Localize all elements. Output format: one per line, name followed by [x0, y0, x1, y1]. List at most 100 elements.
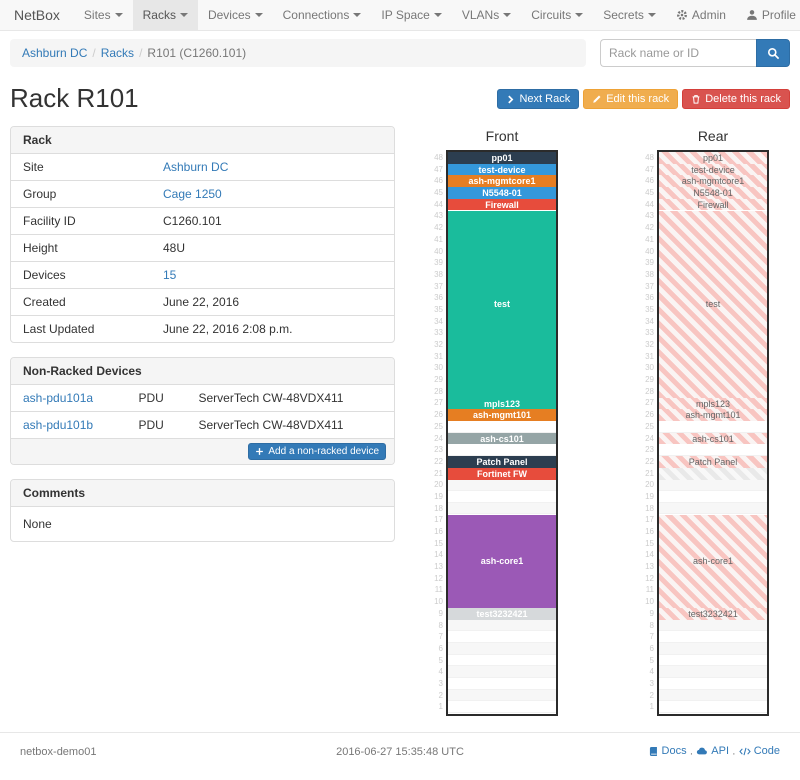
- unit-number: 30: [645, 363, 654, 373]
- footer-link-code[interactable]: Code: [738, 745, 780, 757]
- toolbar: Ashburn DC / Racks / R101 (C1260.101): [0, 31, 800, 67]
- trash-icon: [691, 94, 701, 104]
- rack-device-test3232421[interactable]: test3232421: [659, 608, 767, 620]
- breadcrumb-link[interactable]: Ashburn DC: [22, 46, 88, 60]
- rack-device-ash-cs101[interactable]: ash-cs101: [659, 432, 767, 445]
- device-label: Patch Panel: [688, 457, 738, 468]
- unit-number: 25: [434, 421, 443, 431]
- title-row: Next Rack Edit this rack Delete this rac…: [0, 83, 800, 114]
- rack-device-ash-core1[interactable]: ash-core1: [659, 514, 767, 609]
- rack-device-test3232421[interactable]: test3232421: [448, 608, 556, 620]
- unit-number: 39: [434, 258, 443, 268]
- nav-item-circuits[interactable]: Circuits: [521, 0, 593, 30]
- unit-number: 35: [645, 304, 654, 314]
- nav-item-racks[interactable]: Racks: [132, 0, 198, 30]
- unit-number: 24: [434, 433, 443, 443]
- nav-item-label: Admin: [691, 8, 726, 22]
- attr-value-link[interactable]: 15: [163, 268, 177, 282]
- device-label: ash-mgmt101: [685, 410, 741, 421]
- rack-device-test[interactable]: test: [448, 210, 556, 398]
- rack-device-fortinet-fw[interactable]: [659, 467, 767, 480]
- attr-value: June 22, 2016: [151, 288, 394, 316]
- rack-device-ash-mgmt101[interactable]: ash-mgmt101: [448, 409, 556, 422]
- footer-link-api[interactable]: API: [696, 745, 729, 757]
- search-input[interactable]: [600, 39, 756, 67]
- rack-device-ash-core1[interactable]: ash-core1: [448, 514, 556, 609]
- unit-number: 11: [645, 585, 654, 595]
- device-type-cell: ServerTech CW-48VDX411: [198, 391, 344, 405]
- rack-device-pp01[interactable]: pp01: [659, 152, 767, 164]
- unit-number: 15: [645, 538, 654, 548]
- nav-item-secrets[interactable]: Secrets: [593, 0, 666, 30]
- nav-item-label: Racks: [142, 8, 176, 22]
- plus-icon: [255, 447, 264, 456]
- rack-device-ash-mgmt101[interactable]: ash-mgmt101: [659, 409, 767, 422]
- breadcrumb-link[interactable]: Racks: [100, 46, 135, 60]
- nav-item-profile[interactable]: Profile: [736, 0, 800, 30]
- rack-device-pp01[interactable]: pp01: [448, 152, 556, 164]
- unit-number: 31: [645, 351, 654, 361]
- rack-device-mpls123[interactable]: mpls123: [659, 397, 767, 410]
- device-name-link[interactable]: ash-pdu101a: [23, 391, 94, 405]
- rack-attributes-table: Site Ashburn DC Group Cage 1250 Facility ID C…: [11, 154, 394, 342]
- search-button[interactable]: [756, 39, 790, 67]
- chevron-down-icon: [254, 13, 263, 17]
- device-label: test3232421: [688, 609, 738, 620]
- device-label: ash-mgmtcore1: [468, 176, 536, 187]
- rack-device-ash-mgmtcore1[interactable]: ash-mgmtcore1: [659, 175, 767, 188]
- unit-number: 27: [434, 398, 443, 408]
- rack-unit-slot: [659, 655, 767, 667]
- attr-value-link[interactable]: Cage 1250: [163, 187, 222, 201]
- rack-device-test-device[interactable]: test-device: [448, 163, 556, 176]
- rack-unit-slot: [659, 642, 767, 655]
- nav-item-devices[interactable]: Devices: [198, 0, 273, 30]
- rack-device-mpls123[interactable]: mpls123: [448, 397, 556, 410]
- device-label: ash-core1: [692, 556, 734, 567]
- brand-netbox[interactable]: NetBox: [14, 7, 60, 23]
- rack-device-test-device[interactable]: test-device: [659, 163, 767, 176]
- attr-value-text: 48U: [163, 241, 186, 255]
- device-name-link[interactable]: ash-pdu101b: [23, 418, 94, 432]
- rack-device-firewall[interactable]: Firewall: [659, 198, 767, 211]
- chevron-down-icon: [575, 13, 584, 17]
- nav-item-admin[interactable]: Admin: [666, 0, 736, 30]
- nonracked-panel-title: Non-Racked Devices: [11, 358, 394, 385]
- nav-item-connections[interactable]: Connections: [273, 0, 372, 30]
- unit-number: 48: [434, 153, 443, 162]
- rack-unit-slot: [448, 631, 556, 643]
- add-nonracked-device-button[interactable]: Add a non-racked device: [248, 443, 386, 460]
- attr-value-link[interactable]: Ashburn DC: [163, 160, 229, 174]
- nonracked-panel: Non-Racked Devices ash-pdu101a PDU ServerT…: [10, 357, 395, 465]
- rack-device-ash-cs101[interactable]: ash-cs101: [448, 432, 556, 445]
- unit-number: 44: [434, 199, 443, 209]
- rack-device-test[interactable]: test: [659, 210, 767, 398]
- unit-number: 15: [434, 538, 443, 548]
- chevron-down-icon: [433, 13, 442, 17]
- nav-item-sites[interactable]: Sites: [74, 0, 133, 30]
- delete-rack-button[interactable]: Delete this rack: [682, 89, 790, 109]
- rack-device-ash-mgmtcore1[interactable]: ash-mgmtcore1: [448, 175, 556, 188]
- attr-value: June 22, 2016 2:08 p.m.: [151, 315, 394, 342]
- rack-device-patch-panel[interactable]: Patch Panel: [659, 456, 767, 468]
- rack-device-n5548-01[interactable]: N5548-01: [659, 187, 767, 199]
- nav-item-vlans[interactable]: VLANs: [452, 0, 521, 30]
- breadcrumb-separator: /: [92, 46, 96, 60]
- rack-device-n5548-01[interactable]: N5548-01: [448, 187, 556, 199]
- rack-device-firewall[interactable]: Firewall: [448, 198, 556, 211]
- edit-rack-button[interactable]: Edit this rack: [583, 89, 679, 109]
- footer-link-docs[interactable]: Docs: [648, 745, 687, 757]
- unit-number: 33: [434, 328, 443, 338]
- next-rack-button[interactable]: Next Rack: [497, 89, 580, 109]
- rack-device-fortinet-fw[interactable]: Fortinet FW: [448, 467, 556, 480]
- rack-device-patch-panel[interactable]: Patch Panel: [448, 456, 556, 468]
- rack-search: [600, 39, 790, 67]
- nav-item-ip-space[interactable]: IP Space: [371, 0, 451, 30]
- device-label: test-device: [478, 164, 526, 175]
- front-elevation-title: Front: [485, 128, 519, 144]
- unit-number: 2: [649, 690, 654, 700]
- unit-number: 32: [434, 340, 443, 349]
- nav-item-label: Circuits: [531, 8, 572, 22]
- rack-panel: Rack Site Ashburn DC Group Cage 1250 Facilit…: [10, 126, 395, 343]
- chevron-right-icon: [506, 95, 515, 104]
- rack-unit-slot: [659, 421, 767, 433]
